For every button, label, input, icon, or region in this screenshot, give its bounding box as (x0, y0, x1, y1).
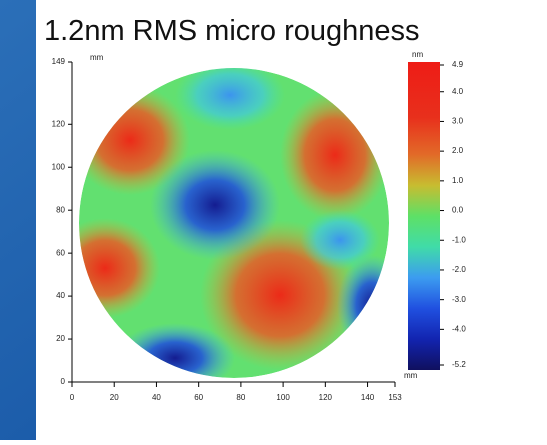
colorbar-tick-label: -5.2 (452, 360, 466, 369)
x-tick-label: 120 (319, 393, 333, 402)
x-tick-label: 100 (276, 393, 290, 402)
y-tick-label: 40 (56, 291, 65, 300)
colorbar-tick-label: 3.0 (452, 117, 464, 126)
x-tick-label: 40 (152, 393, 161, 402)
y-tick-label: 60 (56, 248, 65, 257)
colorbar-unit: nm (412, 50, 423, 59)
y-tick-label: 120 (52, 119, 66, 128)
colorbar-tick-label: 2.0 (452, 146, 464, 155)
colorbar-tick-label: 0.0 (452, 206, 464, 215)
y-tick-label: 20 (56, 334, 65, 343)
x-tick-label: 80 (236, 393, 245, 402)
x-tick-label: 20 (110, 393, 119, 402)
x-tick-label: 0 (70, 393, 75, 402)
x-tick-label: 140 (361, 393, 375, 402)
y-axis-unit: mm (90, 53, 104, 62)
y-tick-label: 149 (52, 57, 66, 66)
colorbar-tick-label: -4.0 (452, 324, 466, 333)
x-tick-label: 153 (388, 393, 402, 402)
colorbar-tick-label: -2.0 (452, 265, 466, 274)
x-axis-unit: mm (404, 371, 418, 380)
chart-title: 1.2nm RMS micro roughness (44, 15, 420, 47)
y-tick-label: 0 (61, 377, 66, 386)
colorbar-tick-label: -1.0 (452, 235, 466, 244)
colorbar-tick-label: 1.0 (452, 176, 464, 185)
y-tick-label: 80 (56, 205, 65, 214)
colorbar-tick-label: 4.9 (452, 60, 464, 69)
colorbar-tick-label: -3.0 (452, 295, 466, 304)
colorbar-tick-label: 4.0 (452, 87, 464, 96)
colorbar (408, 62, 440, 370)
x-tick-label: 60 (194, 393, 203, 402)
y-tick-label: 100 (52, 162, 66, 171)
